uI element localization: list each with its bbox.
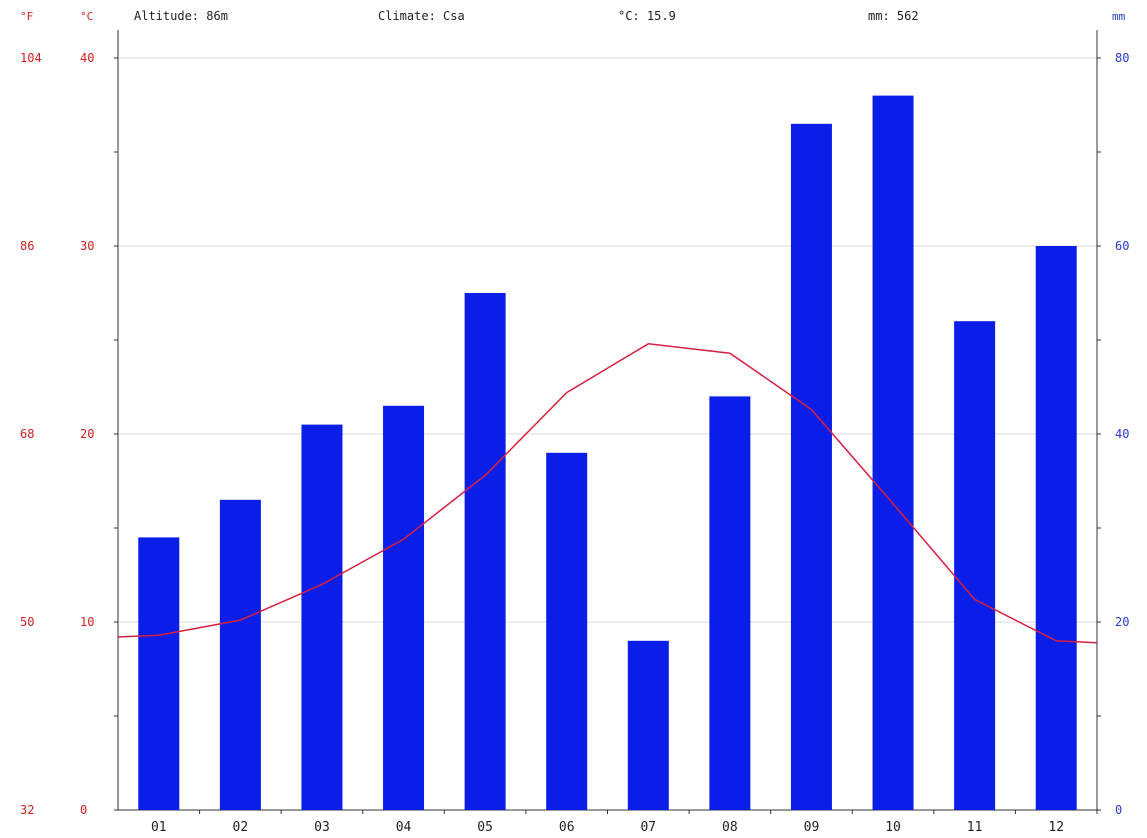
month-tick-label: 12 <box>1048 820 1064 835</box>
month-tick-label: 02 <box>233 820 249 835</box>
precipitation-bar <box>1035 246 1077 810</box>
month-tick-label: 03 <box>314 820 330 835</box>
precipitation-tick-label: 60 <box>1115 239 1129 253</box>
precipitation-bar <box>790 123 832 811</box>
precipitation-bar <box>709 396 751 810</box>
fahrenheit-tick-label: 50 <box>20 615 34 629</box>
total-precipitation-label: mm: 562 <box>868 9 919 23</box>
precipitation-tick-label: 40 <box>1115 427 1129 441</box>
grid-lines <box>118 57 1097 623</box>
axis-tick-labels: 32 0 0 50 10 20 68 20 40 86 30 60 104 40 80 01 02 03 04 05 0… <box>20 51 1129 835</box>
precipitation-bar <box>954 321 996 810</box>
celsius-tick-label: 30 <box>80 239 94 253</box>
precipitation-bar <box>627 640 669 810</box>
fahrenheit-tick-label: 32 <box>20 803 34 817</box>
average-temperature-label: °C: 15.9 <box>618 9 676 23</box>
millimeter-unit-label: mm <box>1112 10 1126 23</box>
altitude-label: Altitude: 86m <box>134 9 228 23</box>
temperature-line <box>117 343 1098 644</box>
month-tick-label: 01 <box>151 820 167 835</box>
precipitation-bar <box>301 424 343 810</box>
celsius-tick-label: 10 <box>80 615 94 629</box>
precipitation-bar <box>138 537 180 810</box>
month-tick-label: 07 <box>640 820 656 835</box>
fahrenheit-tick-label: 86 <box>20 239 34 253</box>
precipitation-bars <box>138 95 1077 811</box>
precipitation-tick-label: 0 <box>1115 803 1122 817</box>
precipitation-tick-label: 20 <box>1115 615 1129 629</box>
fahrenheit-tick-label: 104 <box>20 51 42 65</box>
precipitation-bar <box>546 452 588 810</box>
month-tick-label: 09 <box>804 820 820 835</box>
month-tick-label: 05 <box>477 820 493 835</box>
precipitation-bar <box>464 293 506 810</box>
month-tick-label: 04 <box>396 820 412 835</box>
month-tick-label: 11 <box>967 820 983 835</box>
celsius-tick-label: 40 <box>80 51 94 65</box>
precipitation-bar <box>383 405 425 810</box>
month-tick-label: 10 <box>885 820 901 835</box>
fahrenheit-tick-label: 68 <box>20 427 34 441</box>
climate-label: Climate: Csa <box>378 9 465 23</box>
celsius-tick-label: 0 <box>80 803 87 817</box>
temperature-line-path <box>117 343 1098 644</box>
celsius-tick-label: 20 <box>80 427 94 441</box>
celsius-unit-label: °C <box>80 10 93 23</box>
fahrenheit-unit-label: °F <box>20 10 33 23</box>
month-tick-label: 06 <box>559 820 575 835</box>
axes <box>114 30 1101 814</box>
precipitation-tick-label: 80 <box>1115 51 1129 65</box>
month-tick-label: 08 <box>722 820 738 835</box>
precipitation-bar <box>219 499 261 810</box>
precipitation-bar <box>872 95 914 811</box>
